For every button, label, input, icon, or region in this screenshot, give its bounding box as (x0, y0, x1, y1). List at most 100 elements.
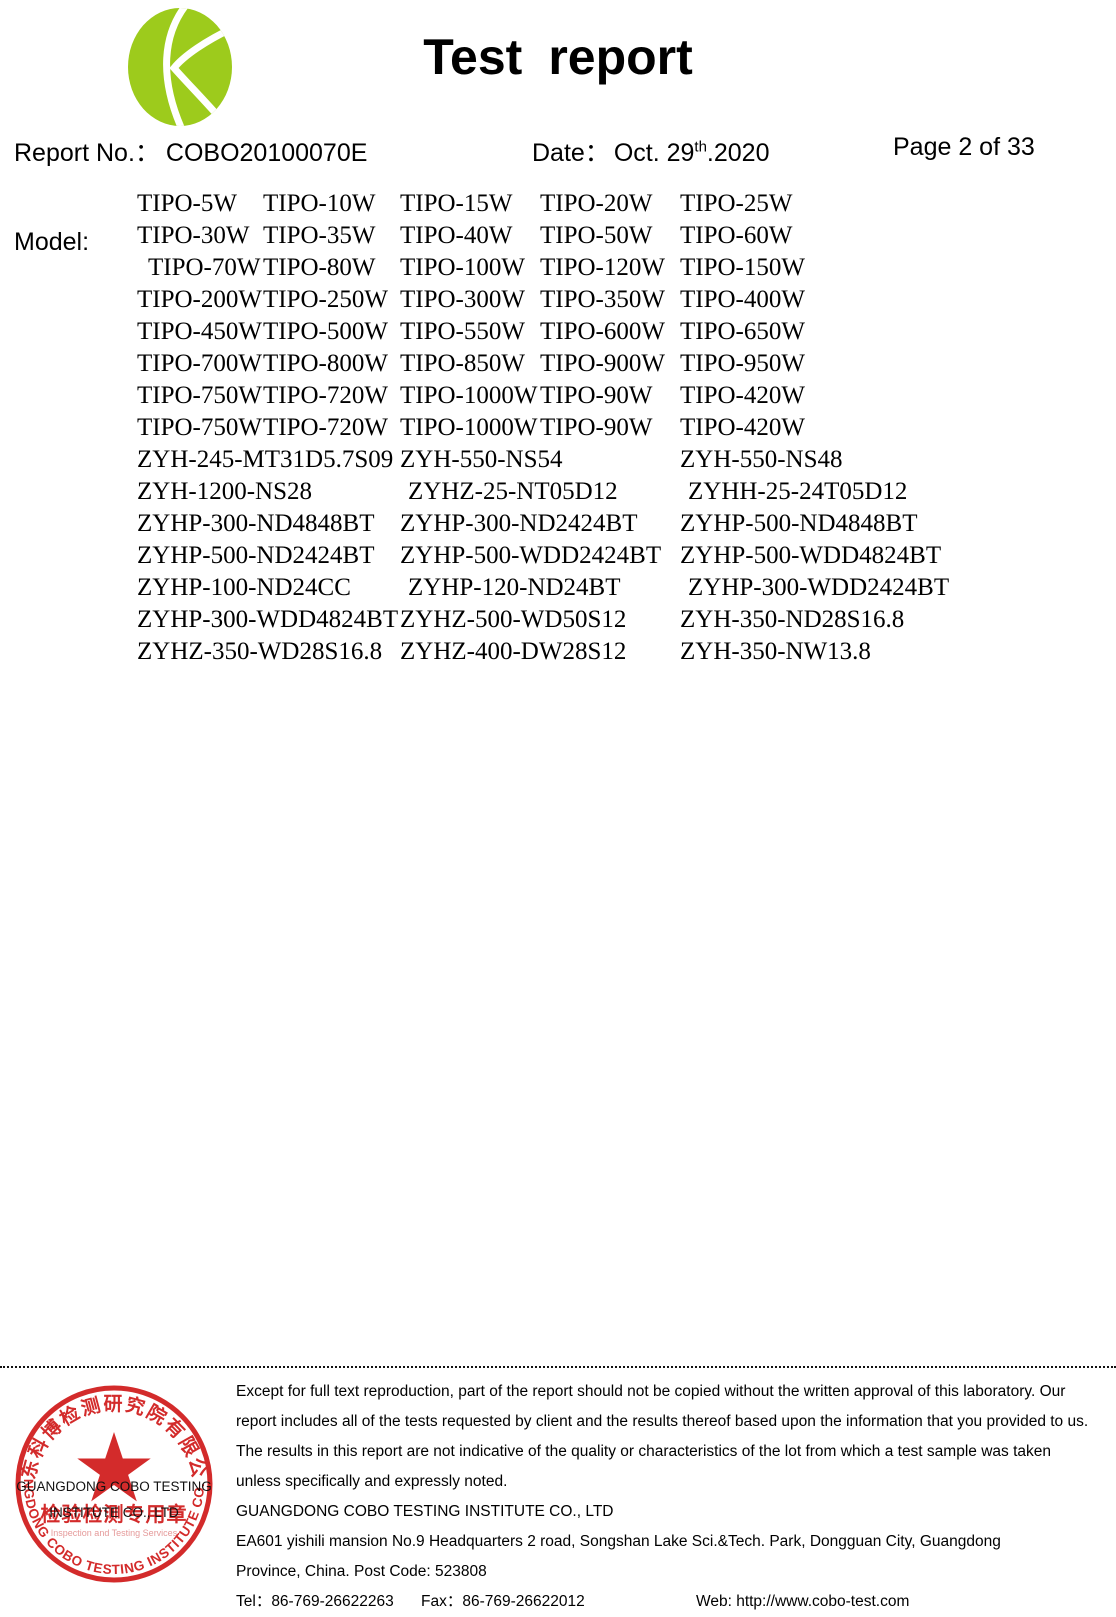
model-row: TIPO-700W TIPO-800W TIPO-850W TIPO-900W … (0, 350, 1116, 382)
model-cell: TIPO-40W (400, 222, 513, 249)
model-cell: ZYHP-500-WDD2424BT (400, 542, 662, 569)
model-cell: ZYHH-25-24T05D12 (688, 478, 908, 505)
model-cell: TIPO-550W (400, 318, 525, 345)
model-row: TIPO-70W TIPO-80W TIPO-100W TIPO-120W TI… (0, 254, 1116, 286)
model-cell: TIPO-90W (540, 414, 653, 441)
model-cell: TIPO-1000W (400, 414, 538, 441)
disclaimer-line: report includes all of the tests request… (236, 1413, 1089, 1430)
model-cell: TIPO-420W (680, 414, 805, 441)
contact-web[interactable]: Web: http://www.cobo-test.com (696, 1593, 910, 1610)
report-number: Report No.： COBO20100070E (14, 133, 367, 169)
model-cell: ZYHZ-350-WD28S16.8 (137, 638, 383, 665)
report-date-year: .2020 (706, 139, 770, 167)
model-cell: TIPO-50W (540, 222, 653, 249)
model-row: ZYHZ-350-WD28S16.8 ZYHZ-400-DW28S12 ZYH-… (0, 638, 1116, 670)
disclaimer-line: The results in this report are not indic… (236, 1443, 1051, 1460)
model-cell: ZYHZ-400-DW28S12 (400, 638, 627, 665)
report-number-label: Report No.： (14, 139, 160, 167)
report-meta-line: Report No.： COBO20100070E Date： Oct. 29th.… (0, 133, 1116, 169)
model-cell: TIPO-90W (540, 382, 653, 409)
model-row: TIPO-30W TIPO-35W TIPO-40W TIPO-50W TIPO… (0, 222, 1116, 254)
model-cell: ZYHP-300-WDD2424BT (688, 574, 950, 601)
footer-divider (0, 1366, 1116, 1368)
model-row: TIPO-200W TIPO-250W TIPO-300W TIPO-350W … (0, 286, 1116, 318)
page-header: Test report (0, 0, 1116, 130)
model-cell: TIPO-100W (400, 254, 525, 281)
model-cell: TIPO-950W (680, 350, 805, 377)
model-row: ZYH-245-MT31D5.7S09 ZYH-550-NS54 ZYH-550… (0, 446, 1116, 478)
report-date: Date： Oct. 29th.2020 (532, 133, 769, 169)
model-cell: ZYH-245-MT31D5.7S09 (137, 446, 394, 473)
model-cell: TIPO-200W (137, 286, 262, 313)
model-cell: TIPO-1000W (400, 382, 538, 409)
model-cell: TIPO-15W (400, 190, 513, 217)
company-seal-stamp: 广东科博检测研究院有限公司 检验检测专用章 Inspection and Tes… (8, 1378, 220, 1590)
model-row: TIPO-5W TIPO-10W TIPO-15W TIPO-20W TIPO-… (0, 190, 1116, 222)
model-cell: ZYHP-120-ND24BT (408, 574, 621, 601)
model-cell: TIPO-700W (137, 350, 262, 377)
model-cell: ZYH-350-ND28S16.8 (680, 606, 905, 633)
model-cell: ZYH-550-NS48 (680, 446, 843, 473)
model-cell: TIPO-650W (680, 318, 805, 345)
model-cell: TIPO-25W (680, 190, 793, 217)
svg-text:检验检测专用章: 检验检测专用章 (41, 1502, 188, 1526)
model-row: ZYHP-300-WDD4824BT ZYHZ-500-WD50S12 ZYH-… (0, 606, 1116, 638)
model-cell: TIPO-750W (137, 414, 262, 441)
company-address-line: Province, China. Post Code: 523808 (236, 1563, 487, 1580)
model-cell: ZYHP-300-ND4848BT (137, 510, 375, 537)
disclaimer-line: unless specifically and expressly noted. (236, 1473, 508, 1490)
company-address-line: EA601 yishili mansion No.9 Headquarters … (236, 1533, 1001, 1550)
report-number-value: COBO20100070E (165, 139, 368, 167)
model-cell: TIPO-300W (400, 286, 525, 313)
model-cell: TIPO-720W (263, 414, 388, 441)
contact-line: Tel：86-769-26622263 Fax：86-769-26622012 We… (236, 1587, 1096, 1617)
report-date-value: Oct. 29 (613, 139, 695, 167)
model-cell: TIPO-30W (137, 222, 250, 249)
title-word-report: report (548, 29, 693, 85)
model-cell: TIPO-900W (540, 350, 665, 377)
model-row: ZYHP-300-ND4848BT ZYHP-300-ND2424BT ZYHP… (0, 510, 1116, 542)
report-date-label: Date： (532, 139, 610, 167)
model-cell: TIPO-150W (680, 254, 805, 281)
model-cell: TIPO-35W (263, 222, 376, 249)
contact-tel: Tel：86-769-26622263 (236, 1593, 394, 1610)
model-cell: ZYH-350-NW13.8 (680, 638, 871, 665)
model-cell: TIPO-450W (137, 318, 262, 345)
model-cell: TIPO-750W (137, 382, 262, 409)
page-number: Page 2 of 33 (893, 133, 1035, 161)
report-date-ordinal: th (694, 138, 707, 156)
model-cell: TIPO-10W (263, 190, 376, 217)
model-row: TIPO-750W TIPO-720W TIPO-1000W TIPO-90W … (0, 382, 1116, 414)
model-cell: ZYHP-500-WDD4824BT (680, 542, 942, 569)
company-name: GUANGDONG COBO TESTING INSTITUTE CO., LT… (236, 1503, 614, 1520)
contact-fax: Fax：86-769-26622012 (421, 1593, 585, 1610)
model-cell: ZYHP-100-ND24CC (137, 574, 351, 601)
model-row: TIPO-450W TIPO-500W TIPO-550W TIPO-600W … (0, 318, 1116, 350)
model-cell: ZYH-1200-NS28 (137, 478, 312, 505)
model-cell: TIPO-80W (263, 254, 376, 281)
model-cell: ZYHZ-25-NT05D12 (408, 478, 618, 505)
model-cell: TIPO-600W (540, 318, 665, 345)
model-cell: TIPO-720W (263, 382, 388, 409)
model-cell: TIPO-420W (680, 382, 805, 409)
page-title: Test report (0, 28, 1116, 86)
model-cell: TIPO-5W (137, 190, 237, 217)
title-word-test: Test (423, 29, 523, 85)
model-cell: TIPO-400W (680, 286, 805, 313)
model-cell: TIPO-850W (400, 350, 525, 377)
model-cell: ZYHP-300-ND2424BT (400, 510, 638, 537)
model-cell: ZYHP-500-ND2424BT (137, 542, 375, 569)
model-label: Model: (14, 228, 90, 256)
model-row: ZYHP-100-ND24CC ZYHP-120-ND24BT ZYHP-300… (0, 574, 1116, 606)
model-cell: TIPO-60W (680, 222, 793, 249)
model-row: ZYH-1200-NS28 ZYHZ-25-NT05D12 ZYHH-25-24… (0, 478, 1116, 510)
page-footer: Except for full text reproduction, part … (236, 1377, 1096, 1617)
model-cell: TIPO-70W (148, 254, 261, 281)
model-cell: TIPO-350W (540, 286, 665, 313)
star-icon (77, 1432, 151, 1502)
cobo-leaf-logo-icon (118, 6, 243, 128)
model-cell: TIPO-20W (540, 190, 653, 217)
model-cell: TIPO-800W (263, 350, 388, 377)
model-cell: ZYHZ-500-WD50S12 (400, 606, 627, 633)
model-row: TIPO-750W TIPO-720W TIPO-1000W TIPO-90W … (0, 414, 1116, 446)
